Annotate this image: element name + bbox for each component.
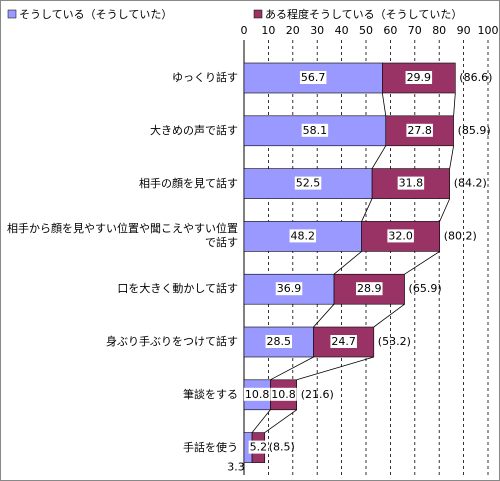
value-label: 24.7 bbox=[331, 335, 356, 348]
connector-line bbox=[251, 409, 271, 433]
value-label-bg bbox=[270, 387, 297, 401]
category-label: 大きめの声で話す bbox=[150, 123, 238, 137]
connector-line bbox=[296, 356, 374, 381]
x-tick-label: 20 bbox=[286, 24, 300, 37]
value-label: 32.0 bbox=[388, 229, 413, 242]
value-label: 10.8 bbox=[271, 388, 296, 401]
value-label-bg bbox=[275, 282, 303, 296]
total-label: (53.2) bbox=[378, 335, 411, 348]
x-tick-label: 80 bbox=[432, 24, 446, 37]
category-label: 手話を使う bbox=[183, 440, 238, 454]
value-label: 31.8 bbox=[399, 177, 424, 190]
value-label: 28.5 bbox=[267, 335, 292, 348]
value-label: 28.9 bbox=[357, 282, 382, 295]
value-label: 48.2 bbox=[291, 229, 316, 242]
value-label-bg bbox=[387, 229, 414, 243]
x-tick-label: 40 bbox=[335, 24, 349, 37]
connector-line bbox=[270, 356, 314, 381]
connector-line bbox=[381, 92, 387, 116]
total-label: (85.9) bbox=[458, 124, 491, 137]
value-label-bg bbox=[406, 123, 433, 137]
x-tick-label: 30 bbox=[310, 24, 324, 37]
value-label: 27.8 bbox=[407, 124, 432, 137]
connector-line bbox=[373, 303, 405, 328]
value-label: 36.9 bbox=[277, 282, 302, 295]
category-label: 口を大きく動かして話す bbox=[117, 282, 238, 296]
total-label: (84.2) bbox=[454, 177, 487, 190]
connector-line bbox=[371, 145, 387, 169]
bar-segment bbox=[382, 62, 456, 94]
x-tick-label: 60 bbox=[383, 24, 397, 37]
value-label-bg bbox=[397, 176, 425, 190]
legend-swatch bbox=[253, 9, 263, 19]
connector-line bbox=[313, 303, 335, 328]
value-label: 3.3 bbox=[227, 461, 245, 474]
x-tick-label: 70 bbox=[408, 24, 422, 37]
value-label: 56.7 bbox=[301, 71, 326, 84]
connector-line bbox=[264, 409, 297, 433]
value-label-bg bbox=[330, 335, 357, 348]
value-label-bg bbox=[356, 282, 383, 296]
category-label: 相手の顔を見て話す bbox=[139, 176, 238, 190]
legend-swatch bbox=[7, 9, 17, 19]
x-tick-label: 100 bbox=[478, 24, 499, 37]
connector-line bbox=[439, 198, 451, 222]
connector-line bbox=[333, 251, 362, 275]
legend-label: ある程度そうしている（そうしていた） bbox=[265, 7, 462, 21]
value-label: 10.8 bbox=[245, 388, 270, 401]
x-tick-label: 0 bbox=[241, 24, 248, 37]
x-tick-label: 10 bbox=[261, 24, 275, 37]
value-label-bg bbox=[289, 229, 317, 243]
value-label: 5.2 bbox=[250, 441, 268, 454]
value-label-bg bbox=[299, 71, 327, 84]
category-label: 筆談をする bbox=[183, 387, 238, 401]
value-label: 29.9 bbox=[407, 71, 432, 84]
x-tick-label: 90 bbox=[457, 24, 471, 37]
x-tick-label: 50 bbox=[359, 24, 373, 37]
value-label-bg bbox=[405, 71, 433, 84]
total-label: (8.5) bbox=[269, 441, 295, 454]
connector-line bbox=[449, 145, 454, 169]
connector-line bbox=[361, 198, 373, 222]
connector-line bbox=[453, 92, 456, 116]
value-label-bg bbox=[243, 387, 271, 401]
total-label: (21.6) bbox=[301, 388, 334, 401]
value-label-bg bbox=[265, 335, 293, 348]
value-label-bg bbox=[301, 123, 329, 137]
category-label: 相手から顔を見やすい位置や聞こえやすい位置で話す bbox=[7, 222, 238, 250]
value-label-bg bbox=[294, 176, 322, 190]
connector-line bbox=[404, 251, 440, 275]
value-label-bg bbox=[248, 440, 269, 454]
total-label: (86.6) bbox=[459, 71, 492, 84]
total-label: (80.2) bbox=[444, 229, 477, 242]
value-label: 52.5 bbox=[296, 177, 321, 190]
category-label: ゆっくり話す bbox=[172, 71, 238, 84]
value-label: 58.1 bbox=[303, 124, 328, 137]
total-label: (65.9) bbox=[409, 282, 442, 295]
category-label: 身ぶり手ぶりをつけて話す bbox=[106, 335, 238, 348]
legend-label: そうしている（そうしていた） bbox=[19, 8, 172, 21]
